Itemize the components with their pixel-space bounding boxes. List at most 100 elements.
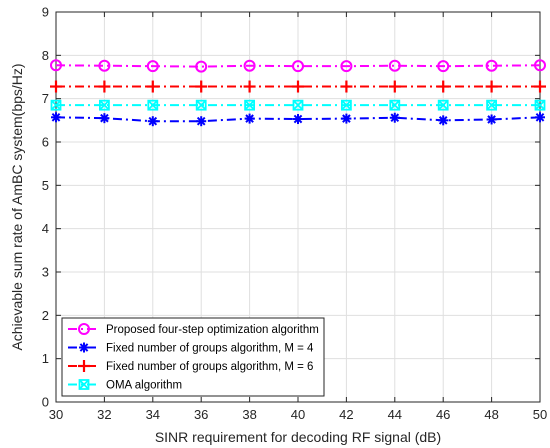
asterisk-stroke	[535, 112, 545, 122]
circle-marker	[388, 59, 401, 72]
x-stroke	[438, 100, 449, 111]
legend-entry: OMA algorithm	[68, 379, 182, 392]
plus-marker	[340, 80, 353, 93]
y-tick-label: 5	[42, 178, 49, 193]
x-tick-label: 48	[484, 407, 498, 422]
asterisk-stroke	[390, 113, 400, 123]
x-stroke	[534, 100, 546, 111]
asterisk-stroke	[79, 343, 89, 352]
legend-label: Proposed four-step optimization algorith…	[106, 324, 319, 336]
y-tick-label: 2	[42, 308, 49, 323]
x-stroke	[147, 100, 158, 111]
square-x-marker	[78, 379, 90, 390]
square-x-marker	[147, 99, 159, 111]
series-0	[50, 59, 546, 73]
plus-marker	[388, 80, 401, 93]
plus-marker	[534, 80, 546, 93]
square-x-marker	[340, 99, 352, 111]
y-tick-label: 6	[42, 135, 49, 150]
circle-marker	[78, 323, 90, 335]
square-stroke	[534, 99, 546, 111]
square-x-marker	[292, 99, 304, 111]
x-stroke	[292, 100, 304, 111]
x-stroke	[389, 100, 400, 111]
asterisk-stroke	[487, 115, 496, 124]
legend: Proposed four-step optimization algorith…	[61, 317, 325, 397]
square-x-marker	[99, 99, 110, 111]
series-2	[50, 80, 546, 93]
x-tick-label: 44	[388, 407, 402, 422]
circle-marker	[534, 59, 546, 72]
plus-marker	[146, 80, 159, 93]
plus-marker	[243, 80, 256, 93]
square-x-marker	[486, 99, 498, 111]
square-x-marker	[389, 99, 401, 111]
asterisk-marker	[389, 112, 400, 123]
asterisk-stroke	[342, 114, 351, 123]
circle-marker	[437, 60, 450, 73]
legend-box	[61, 317, 325, 397]
legend-entry: Proposed four-step optimization algorith…	[68, 323, 319, 336]
y-tick-label: 9	[42, 5, 49, 20]
asterisk-marker	[147, 116, 158, 127]
square-stroke	[195, 99, 207, 111]
asterisk-stroke	[196, 116, 206, 126]
square-x-marker	[195, 99, 207, 111]
asterisk-marker	[486, 114, 497, 125]
x-tick-label: 38	[242, 407, 256, 422]
square-stroke	[292, 99, 304, 111]
asterisk-marker	[293, 114, 303, 125]
y-tick-label: 4	[42, 221, 49, 236]
square-stroke	[78, 379, 90, 390]
asterisk-marker	[99, 113, 110, 124]
x-stroke	[244, 100, 255, 111]
square-x-marker	[244, 99, 256, 111]
y-tick-label: 1	[42, 351, 49, 366]
circle-marker	[195, 60, 208, 73]
x-stroke	[196, 100, 207, 111]
x-tick-label: 36	[194, 407, 208, 422]
asterisk-stroke	[293, 114, 303, 124]
y-tick-label: 0	[42, 395, 49, 410]
asterisk-marker	[535, 112, 545, 123]
asterisk-marker	[438, 115, 449, 126]
plus-marker	[50, 80, 62, 93]
square-stroke	[50, 99, 62, 111]
square-stroke	[486, 99, 498, 111]
y-tick-label: 8	[42, 48, 49, 63]
asterisk-marker	[341, 113, 352, 124]
square-stroke	[389, 99, 401, 111]
x-tick-label: 30	[49, 407, 63, 422]
x-stroke	[99, 100, 110, 111]
legend-entry: Fixed number of groups algorithm, M = 4	[68, 342, 314, 355]
plus-marker	[98, 80, 111, 93]
x-stroke	[486, 100, 497, 111]
square-stroke	[437, 99, 449, 111]
legend-label: OMA algorithm	[106, 380, 182, 392]
plus-marker	[195, 80, 208, 93]
circle-marker	[243, 59, 256, 72]
square-stroke	[147, 99, 159, 111]
asterisk-stroke	[245, 114, 254, 123]
square-stroke	[244, 99, 256, 111]
circle-marker	[485, 59, 498, 72]
asterisk-stroke	[100, 113, 109, 123]
y-axis-label: Achievable sum rate of AmBC system(bps/H…	[9, 63, 25, 350]
square-stroke	[99, 99, 110, 111]
x-tick-label: 46	[436, 407, 450, 422]
circle-marker	[50, 59, 62, 72]
plus-marker	[437, 80, 450, 93]
y-tick-label: 3	[42, 265, 49, 280]
circle-marker	[146, 60, 159, 73]
asterisk-stroke	[148, 116, 158, 126]
plus-marker	[78, 360, 90, 372]
x-stroke	[78, 379, 90, 390]
x-tick-label: 40	[291, 407, 305, 422]
square-x-marker	[534, 99, 546, 111]
x-axis-label: SINR requirement for decoding RF signal …	[155, 429, 441, 445]
asterisk-marker	[79, 342, 89, 353]
series-3	[50, 99, 546, 111]
legend-label: Fixed number of groups algorithm, M = 6	[106, 361, 313, 373]
